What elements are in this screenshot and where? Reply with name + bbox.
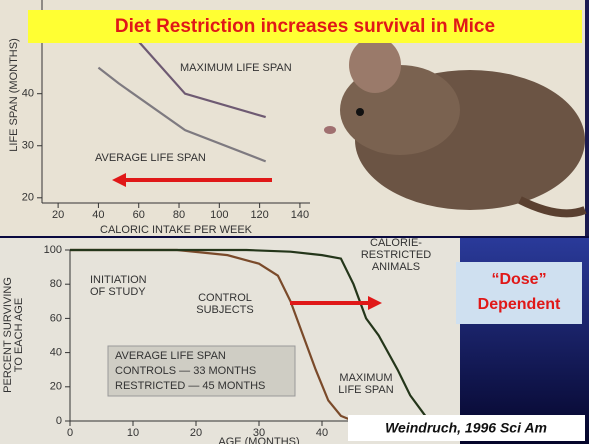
annotation: CONTROLS — 33 MONTHS [115,365,256,377]
x-tick-label: 20 [190,427,202,439]
y-tick-label: 40 [50,347,62,359]
y-tick-label: 80 [50,278,62,290]
x-tick-label: 100 [210,209,228,221]
x-axis-label: CALORIC INTAKE PER WEEK [100,224,253,236]
annotation: MAXIMUM [339,372,392,384]
y-axis-label: TO EACH AGE [13,298,25,372]
slide: 20304020406080100120140CALORIC INTAKE PE… [0,0,589,444]
annotation: LIFE SPAN [338,384,393,396]
annotation: ANIMALS [372,261,420,273]
y-tick-label: 20 [22,192,34,204]
x-tick-label: 40 [316,427,328,439]
x-tick-label: 80 [173,209,185,221]
y-tick-label: 40 [22,88,34,100]
x-tick-label: 10 [127,427,139,439]
annotation: CALORIE- [370,237,422,249]
y-tick-label: 30 [22,140,34,152]
annotation: RESTRICTED — 45 MONTHS [115,380,265,392]
x-tick-label: 120 [250,209,268,221]
annotation: AVERAGE LIFE SPAN [95,152,206,164]
callout: Dependent [478,296,561,313]
edge [585,0,589,236]
annotation: MAXIMUM LIFE SPAN [180,62,292,74]
annotation: RESTRICTED [361,249,431,261]
title: Diet Restriction increases survival in M… [115,16,495,37]
y-tick-label: 20 [50,381,62,393]
y-tick-label: 100 [44,244,62,256]
annotation: AVERAGE LIFE SPAN [115,350,226,362]
annotation: CONTROL [198,292,252,304]
citation: Weindruch, 1996 Sci Am [385,420,547,436]
y-tick-label: 60 [50,312,62,324]
x-tick-label: 40 [92,209,104,221]
x-tick-label: 20 [52,209,64,221]
x-tick-label: 140 [291,209,309,221]
x-axis-label: AGE (MONTHS) [218,436,299,444]
y-axis-label: LIFE SPAN (MONTHS) [8,38,20,151]
annotation: SUBJECTS [196,304,253,316]
callout: “Dose” [491,271,546,288]
x-tick-label: 0 [67,427,73,439]
annotation: OF STUDY [90,286,146,298]
y-tick-label: 0 [56,415,62,427]
annotation: INITIATION [90,274,147,286]
x-tick-label: 60 [133,209,145,221]
